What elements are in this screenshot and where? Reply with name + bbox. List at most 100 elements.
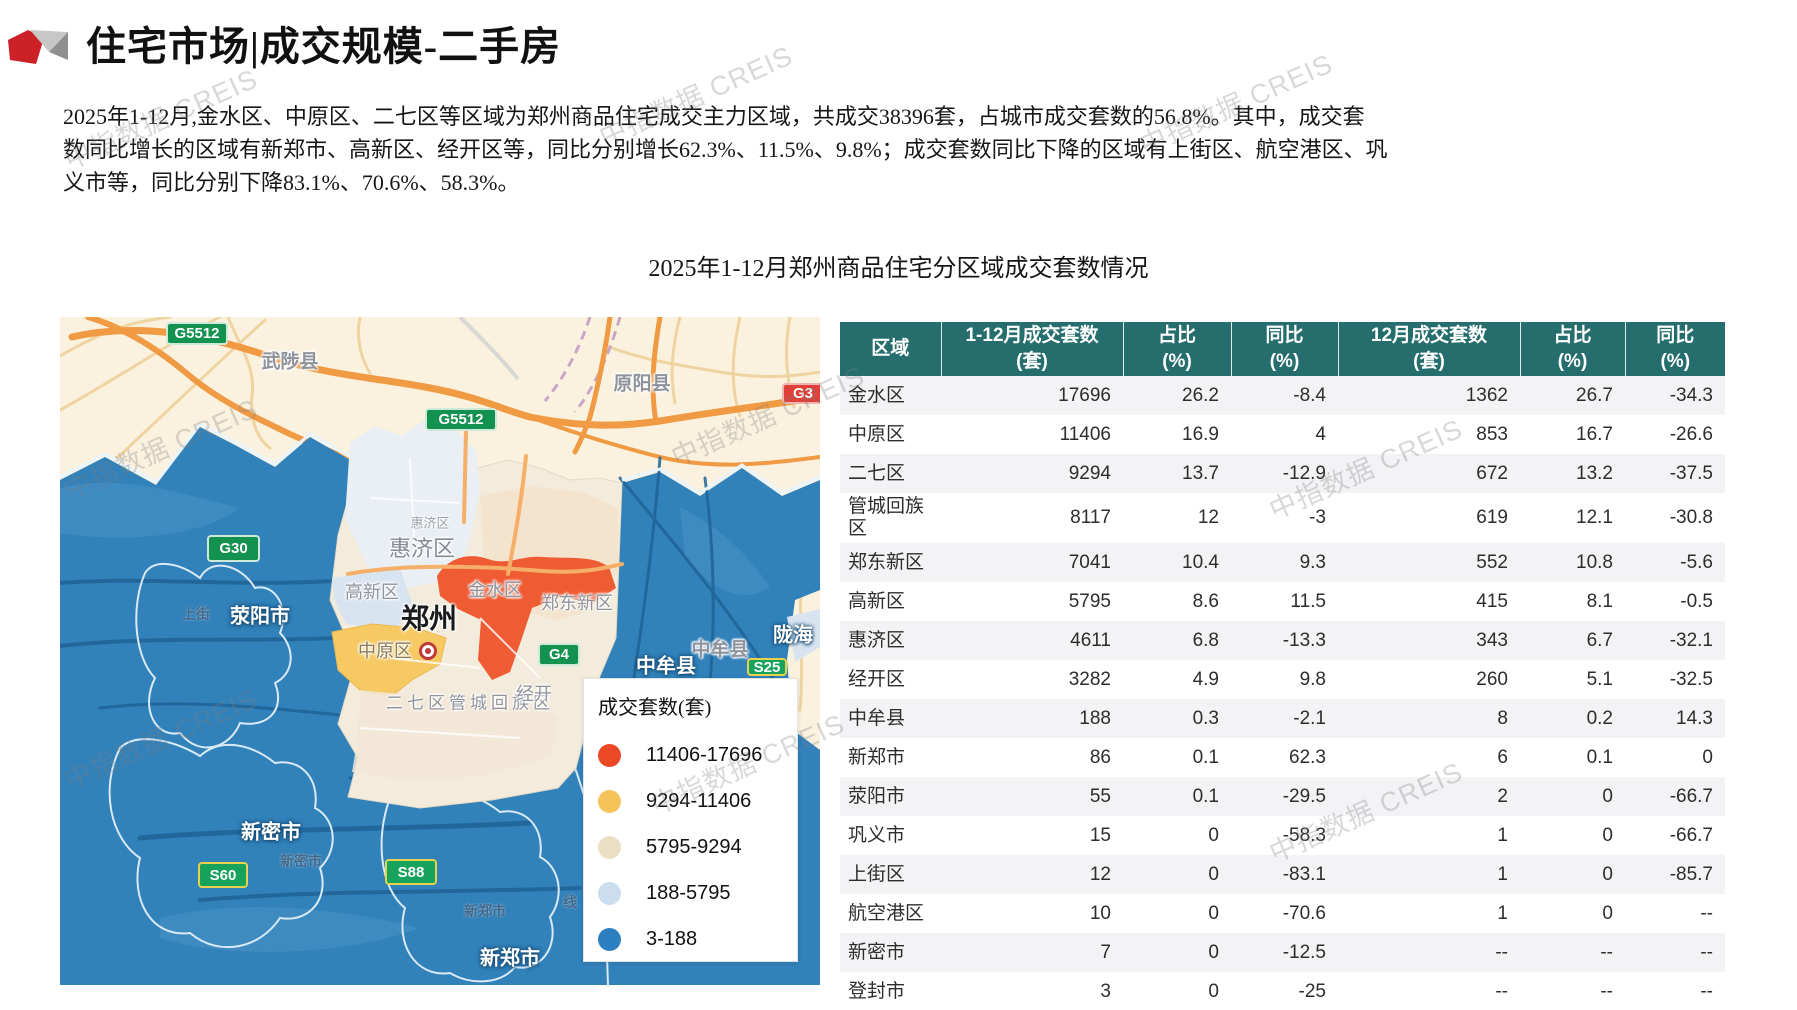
map-label: 陇海 xyxy=(773,624,813,647)
city-marker-icon xyxy=(419,642,437,660)
legend-swatch-icon xyxy=(598,881,621,905)
map-label: 荥阳市 xyxy=(230,605,290,628)
region-cell: 郑东新区 xyxy=(840,543,941,582)
map-legend: 成交套数(套) 11406-17696 9294-11406 5795-9294 18… xyxy=(583,678,798,962)
value-cell: -5.6 xyxy=(1625,543,1725,582)
value-cell: 672 xyxy=(1338,454,1520,493)
value-cell: 0.3 xyxy=(1123,699,1231,738)
table-row: 新密市 7 0 -12.5 -- -- -- xyxy=(840,933,1725,972)
legend-items: 11406-17696 9294-11406 5795-9294 188-5795 3-… xyxy=(598,732,797,962)
map-label: 中牟县 xyxy=(691,639,749,661)
value-cell: -85.7 xyxy=(1625,855,1725,894)
value-cell: -13.3 xyxy=(1231,621,1338,660)
value-cell: 10 xyxy=(941,894,1123,933)
road-shield: S60 xyxy=(198,862,248,888)
region-cell: 新密市 xyxy=(840,933,941,972)
value-cell: 10.4 xyxy=(1123,543,1231,582)
value-cell: 55 xyxy=(941,777,1123,816)
value-cell: 0 xyxy=(1625,738,1725,777)
table-row: 管城回族区 8117 12 -3 619 12.1 -30.8 xyxy=(840,493,1725,543)
legend-range: 11406-17696 xyxy=(646,743,763,766)
value-cell: 6.7 xyxy=(1520,621,1625,660)
legend-range: 3-188 xyxy=(646,927,698,950)
table-row: 登封市 3 0 -25 -- -- -- xyxy=(840,972,1725,1010)
value-cell: 0.1 xyxy=(1123,738,1231,777)
region-cell: 中牟县 xyxy=(840,699,941,738)
value-cell: 3282 xyxy=(941,660,1123,699)
legend-swatch-icon xyxy=(598,743,621,767)
value-cell: 86 xyxy=(941,738,1123,777)
legend-title: 成交套数(套) xyxy=(598,697,712,719)
value-cell: 0 xyxy=(1123,894,1231,933)
map-label: 惠济区 xyxy=(410,515,450,531)
value-cell: -12.9 xyxy=(1231,454,1338,493)
legend-swatch-icon xyxy=(598,927,621,951)
region-cell: 航空港区 xyxy=(840,894,941,933)
value-cell: -32.1 xyxy=(1625,621,1725,660)
table-row: 二七区 9294 13.7 -12.9 672 13.2 -37.5 xyxy=(840,454,1725,493)
map-label: 新郑市 xyxy=(464,903,506,919)
road-shield: G4 xyxy=(538,643,580,666)
road-shield: G30 xyxy=(207,535,260,562)
intro-line: 义市等，同比分别下降83.1%、70.6%、58.3%。 xyxy=(63,170,520,195)
column-header: 12月成交套数 (套) xyxy=(1337,322,1520,376)
erqi-guancheng-region xyxy=(352,690,558,782)
value-cell: -- xyxy=(1520,933,1625,972)
value-cell: 13.2 xyxy=(1520,454,1625,493)
column-header: 占比 (%) xyxy=(1519,322,1625,376)
value-cell: -32.5 xyxy=(1625,660,1725,699)
value-cell: 8.6 xyxy=(1123,582,1231,621)
map-label: 原阳县 xyxy=(613,373,671,395)
table-row: 郑东新区 7041 10.4 9.3 552 10.8 -5.6 xyxy=(840,543,1725,582)
value-cell: 5795 xyxy=(941,582,1123,621)
table-row: 惠济区 4611 6.8 -13.3 343 6.7 -32.1 xyxy=(840,621,1725,660)
page-title: 住宅市场|成交规模-二手房 xyxy=(86,24,562,69)
legend-range: 188-5795 xyxy=(646,881,731,904)
value-cell: 188 xyxy=(941,699,1123,738)
legend-item: 5795-9294 xyxy=(598,824,797,870)
map-label: 武陟县 xyxy=(261,351,319,373)
value-cell: 7 xyxy=(941,933,1123,972)
gaoxin-region xyxy=(332,568,414,632)
value-cell: 12 xyxy=(1123,493,1231,543)
value-cell: -2.1 xyxy=(1231,699,1338,738)
value-cell: 0 xyxy=(1123,855,1231,894)
map-label: 二七区管城回族区 xyxy=(386,693,554,713)
region-cell: 中原区 xyxy=(840,415,941,454)
value-cell: 0.1 xyxy=(1520,738,1625,777)
value-cell: 4 xyxy=(1231,415,1338,454)
map-label: 郑东新区 xyxy=(541,593,613,613)
value-cell: -- xyxy=(1338,972,1520,1010)
road-shield: S25 xyxy=(747,658,787,676)
value-cell: 260 xyxy=(1338,660,1520,699)
region-cell: 二七区 xyxy=(840,454,941,493)
value-cell: 62.3 xyxy=(1231,738,1338,777)
value-cell: -- xyxy=(1338,933,1520,972)
map-label: 郑州 xyxy=(400,603,458,634)
column-header: 占比 (%) xyxy=(1122,322,1231,376)
value-cell: 8.1 xyxy=(1520,582,1625,621)
value-cell: -25 xyxy=(1231,972,1338,1010)
jinshui-region xyxy=(437,556,616,680)
value-cell: 0 xyxy=(1520,894,1625,933)
value-cell: -37.5 xyxy=(1625,454,1725,493)
value-cell: 6 xyxy=(1338,738,1520,777)
value-cell: -34.3 xyxy=(1625,376,1725,415)
table-row: 巩义市 15 0 -58.3 1 0 -66.7 xyxy=(840,816,1725,855)
table-row: 金水区 17696 26.2 -8.4 1362 26.7 -34.3 xyxy=(840,376,1725,415)
section-title: 2025年1-12月郑州商品住宅分区域成交套数情况 xyxy=(648,256,1149,282)
value-cell: 853 xyxy=(1338,415,1520,454)
value-cell: 0 xyxy=(1123,816,1231,855)
legend-swatch-icon xyxy=(598,835,621,859)
intro-line: 2025年1-12月,金水区、中原区、二七区等区域为郑州商品住宅成交主力区域，共… xyxy=(63,104,1365,129)
legend-item: 3-188 xyxy=(598,916,797,962)
value-cell: 13.7 xyxy=(1123,454,1231,493)
value-cell: 0.2 xyxy=(1520,699,1625,738)
intro-paragraph: 2025年1-12月,金水区、中原区、二七区等区域为郑州商品住宅成交主力区域，共… xyxy=(63,100,1513,199)
value-cell: 8 xyxy=(1338,699,1520,738)
map-label: 金水区 xyxy=(468,580,522,600)
value-cell: 10.8 xyxy=(1520,543,1625,582)
region-cell: 经开区 xyxy=(840,660,941,699)
value-cell: 1362 xyxy=(1338,376,1520,415)
value-cell: 9.8 xyxy=(1231,660,1338,699)
